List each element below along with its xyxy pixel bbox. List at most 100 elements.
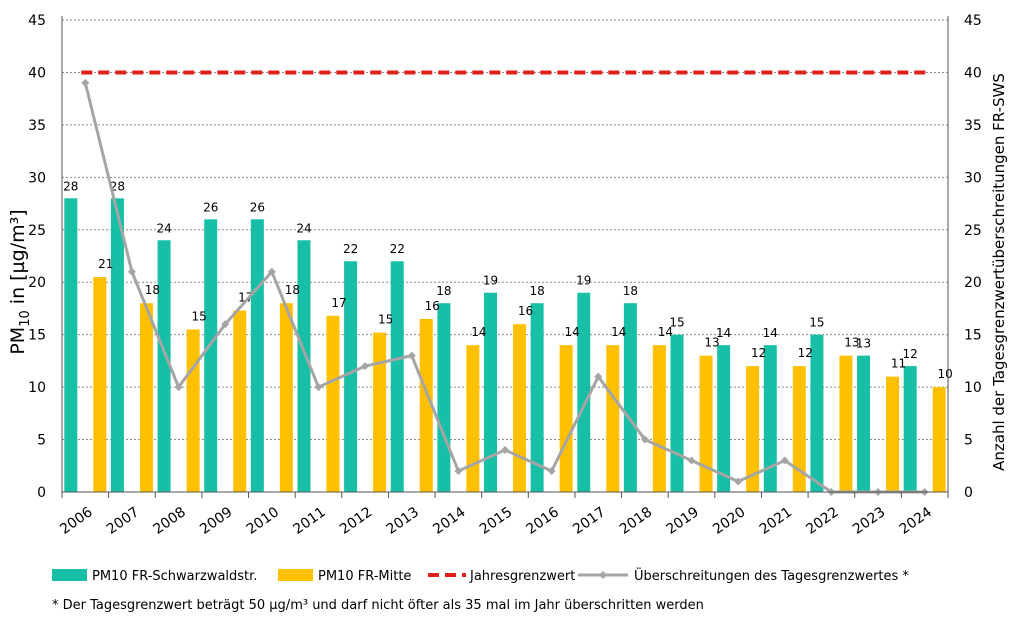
- bar-label-fr-mitte: 14: [564, 325, 579, 339]
- bar-schwarzwaldstr: [250, 219, 264, 493]
- bar-label-fr-mitte: 15: [191, 309, 206, 323]
- bar-label-fr-mitte: 18: [285, 283, 300, 297]
- bar-fr-mitte: [792, 366, 806, 492]
- x-tick-label: 2010: [244, 504, 282, 538]
- left-tick-label: 40: [28, 65, 46, 81]
- legend-label: PM10 FR-Schwarzwaldstr.: [92, 569, 257, 584]
- y-axis-title-sub: 10: [18, 310, 33, 327]
- legend-label: Überschreitungen des Tagesgrenzwertes *: [634, 567, 909, 584]
- bar-label-fr-mitte: 14: [471, 325, 486, 339]
- x-tick-label: 2014: [430, 504, 468, 538]
- left-tick-label: 15: [28, 328, 46, 344]
- bar-label-schwarzwaldstr: 26: [250, 200, 265, 214]
- bar-label-fr-mitte: 12: [798, 346, 813, 360]
- bar-label-fr-mitte: 13: [844, 336, 859, 350]
- right-axis-ticks: 0 5 10 15 20 25 30 35 40 45: [964, 13, 982, 501]
- left-axis-ticks: 0 5 10 15 20 25 30 35 40 45: [28, 13, 46, 501]
- bar-label-fr-mitte: 17: [331, 296, 346, 310]
- exceedance-marker: [454, 467, 463, 476]
- legend: PM10 FR-Schwarzwaldstr. PM10 FR-Mitte Jahr…: [52, 567, 909, 584]
- bar-label-schwarzwaldstr: 15: [669, 316, 684, 330]
- left-tick-label: 30: [28, 170, 46, 186]
- bar-schwarzwaldstr: [297, 240, 311, 492]
- bar-schwarzwaldstr: [623, 303, 637, 492]
- right-tick-label: 45: [964, 13, 982, 29]
- bar-schwarzwaldstr: [390, 261, 404, 492]
- right-tick-label: 15: [964, 328, 982, 344]
- right-tick-label: 40: [964, 65, 982, 81]
- left-tick-label: 20: [28, 275, 46, 291]
- left-tick-label: 45: [28, 13, 46, 29]
- left-tick-label: 10: [28, 380, 46, 396]
- x-tick-label: 2020: [710, 504, 748, 538]
- bar-schwarzwaldstr: [670, 334, 684, 492]
- bar-label-schwarzwaldstr: 28: [63, 179, 78, 193]
- bar-fr-mitte: [373, 332, 387, 492]
- left-tick-label: 35: [28, 118, 46, 134]
- axes: [61, 16, 949, 498]
- bar-fr-mitte: [93, 276, 107, 492]
- x-tick-label: 2021: [757, 504, 795, 538]
- exceedance-marker: [174, 383, 183, 392]
- bar-label-schwarzwaldstr: 26: [203, 200, 218, 214]
- exceedance-marker: [361, 362, 370, 371]
- exceedance-marker: [547, 467, 556, 476]
- left-tick-label: 5: [37, 433, 46, 449]
- x-tick-label: 2009: [197, 504, 235, 538]
- bar-fr-mitte: [839, 355, 853, 492]
- exceedance-marker: [501, 446, 509, 455]
- right-tick-label: 0: [964, 485, 973, 501]
- bar-fr-mitte: [326, 315, 340, 492]
- x-tick-label: 2022: [803, 504, 841, 538]
- exceedance-marker: [687, 456, 696, 465]
- exceedance-marker: [267, 267, 276, 276]
- bar-label-fr-mitte: 12: [751, 346, 766, 360]
- y-axis-title-rest: in [µg/m³]: [7, 209, 29, 310]
- bar-label-schwarzwaldstr: 19: [483, 274, 498, 288]
- legend-swatch: [278, 569, 313, 581]
- exceedance-marker: [127, 267, 136, 276]
- bar-label-fr-mitte: 15: [378, 313, 393, 327]
- bar-schwarzwaldstr: [64, 198, 78, 493]
- bar-fr-mitte: [606, 345, 620, 492]
- x-tick-label: 2015: [477, 504, 515, 538]
- exceedance-marker: [221, 320, 230, 329]
- right-tick-label: 30: [964, 170, 982, 186]
- bar-label-schwarzwaldstr: 22: [390, 242, 405, 256]
- bar-schwarzwaldstr: [437, 303, 451, 492]
- exceedance-marker: [640, 435, 649, 444]
- exceedance-marker: [407, 351, 416, 360]
- bar-schwarzwaldstr: [763, 345, 777, 492]
- bar-label-fr-mitte: 16: [425, 299, 440, 313]
- x-tick-label: 2016: [524, 504, 562, 538]
- bar-label-schwarzwaldstr: 12: [903, 347, 918, 361]
- x-tick-label: 2008: [151, 504, 189, 538]
- bar-label-schwarzwaldstr: 15: [809, 316, 824, 330]
- x-tick-label: 2024: [897, 504, 935, 538]
- bar-label-fr-mitte: 14: [611, 325, 626, 339]
- bar-fr-mitte: [932, 387, 946, 492]
- bar-fr-mitte: [186, 329, 200, 492]
- x-tick-label: 2013: [384, 504, 422, 538]
- bar-fr-mitte: [419, 318, 433, 492]
- bar-fr-mitte: [513, 324, 526, 492]
- bar-schwarzwaldstr: [484, 292, 497, 492]
- right-tick-label: 20: [964, 275, 982, 291]
- bar-fr-mitte: [139, 303, 153, 492]
- bar-schwarzwaldstr: [157, 240, 171, 492]
- bar-label-schwarzwaldstr: 13: [856, 337, 871, 351]
- exceedance-marker: [314, 383, 323, 392]
- bar-schwarzwaldstr: [717, 345, 731, 492]
- bar-label-fr-mitte: 13: [704, 336, 719, 350]
- legend-label: Jahresgrenzwert: [469, 569, 575, 584]
- bar-fr-mitte: [886, 376, 900, 492]
- bar-schwarzwaldstr: [903, 366, 917, 492]
- bar-label-fr-mitte: 16: [518, 304, 533, 318]
- bar-label-schwarzwaldstr: 18: [623, 284, 638, 298]
- bar-label-fr-mitte: 14: [658, 325, 673, 339]
- bar-schwarzwaldstr: [344, 261, 358, 492]
- bar-fr-mitte: [652, 345, 666, 492]
- left-tick-label: 25: [28, 223, 46, 239]
- bar-label-schwarzwaldstr: 24: [156, 221, 171, 235]
